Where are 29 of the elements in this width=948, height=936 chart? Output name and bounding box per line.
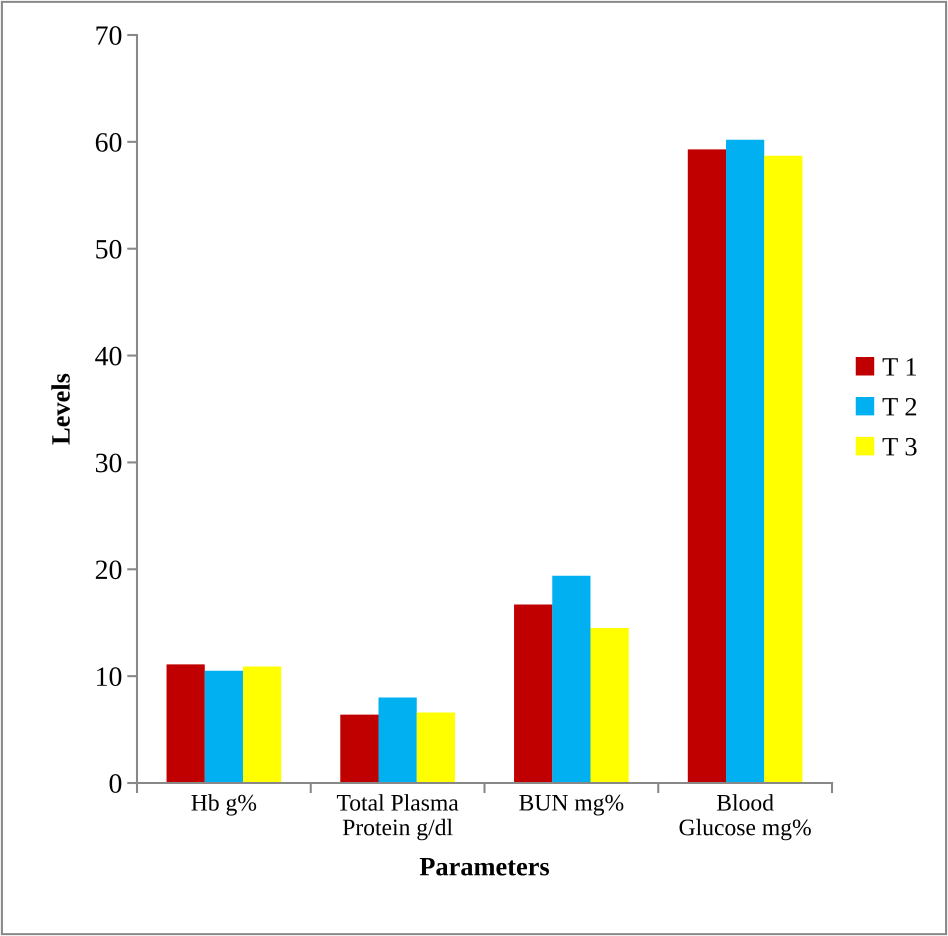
- bar: [726, 140, 764, 783]
- bar: [378, 698, 417, 783]
- bar: [688, 149, 726, 783]
- bar: [514, 604, 552, 783]
- bar: [242, 666, 282, 783]
- x-tick-label: Total Plasma Protein g/dl: [336, 794, 458, 840]
- bar: [552, 576, 590, 783]
- x-tick-label: Blood Glucose mg%: [680, 794, 811, 840]
- x-axis-title: Parameters: [420, 858, 550, 876]
- y-tick-label: 10: [97, 667, 122, 686]
- bar: [340, 714, 379, 783]
- y-tick-label: 30: [96, 454, 122, 472]
- y-tick-label: 20: [96, 560, 122, 580]
- y-axis-title: Levels: [51, 374, 70, 444]
- legend-label: T 1: [882, 358, 916, 376]
- legend-label: T 2: [882, 398, 916, 416]
- bar: [166, 664, 205, 783]
- bar: [590, 628, 629, 783]
- y-tick-label: 50: [96, 240, 122, 259]
- bar: [764, 156, 802, 783]
- y-tick-label: 0: [110, 774, 122, 793]
- legend-label: T 3: [882, 438, 917, 456]
- bar: [204, 670, 243, 783]
- x-tick-label: BUN mg%: [519, 794, 624, 816]
- bar: [416, 712, 455, 783]
- y-tick-label: 40: [95, 346, 122, 366]
- x-tick-label: Hb g%: [191, 794, 256, 816]
- y-tick-label: 60: [96, 133, 122, 152]
- y-tick-label: 70: [96, 26, 122, 45]
